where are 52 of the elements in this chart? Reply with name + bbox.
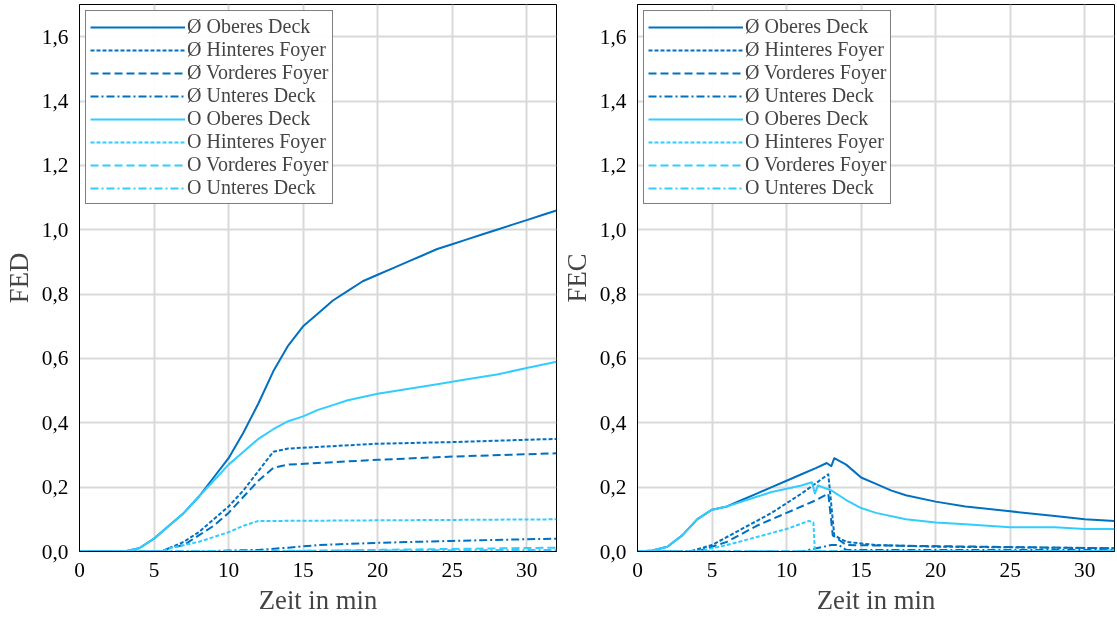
y-axis-title: FED xyxy=(3,252,34,304)
legend-label: O Hinteres Foyer xyxy=(745,130,884,153)
x-tick-label: 25 xyxy=(999,557,1021,582)
x-tick-label: 5 xyxy=(148,557,160,582)
y-tick-label: 1,0 xyxy=(41,217,69,242)
y-tick-label: 1,4 xyxy=(41,89,69,114)
x-tick-label: 0 xyxy=(74,557,85,582)
x-tick-label: 10 xyxy=(217,557,240,582)
legend-label: O Unteres Deck xyxy=(187,176,316,199)
y-tick-label: 0,8 xyxy=(41,282,69,307)
x-tick-label: 25 xyxy=(441,557,463,582)
y-tick-label: 0,0 xyxy=(599,539,627,564)
legend-label: O Vorderes Foyer xyxy=(187,153,329,176)
legend-label: Ø Vorderes Foyer xyxy=(187,61,329,84)
legend-label: O Oberes Deck xyxy=(745,107,869,130)
y-tick-label: 1,2 xyxy=(41,153,69,178)
x-tick-label: 30 xyxy=(516,557,538,582)
x-tick-label: 15 xyxy=(292,557,314,582)
legend-label: Ø Oberes Deck xyxy=(745,15,869,38)
legend-label: Ø Hinteres Foyer xyxy=(187,38,326,61)
legend-label: O Oberes Deck xyxy=(187,107,311,130)
y-tick-label: 1,6 xyxy=(41,24,69,49)
legend-label: Ø Hinteres Foyer xyxy=(745,38,884,61)
y-tick-label: 0,8 xyxy=(599,282,627,307)
x-tick-label: 0 xyxy=(632,557,643,582)
legend-label: Ø Unteres Deck xyxy=(745,84,874,107)
y-tick-label: 1,6 xyxy=(599,24,627,49)
x-axis-title: Zeit in min xyxy=(258,584,378,615)
legend-label: O Vorderes Foyer xyxy=(745,153,887,176)
legend-label: O Hinteres Foyer xyxy=(187,130,326,153)
x-tick-label: 5 xyxy=(706,557,718,582)
legend-label: O Unteres Deck xyxy=(745,176,874,199)
y-tick-label: 0,6 xyxy=(41,346,69,371)
y-axis-title: FEC xyxy=(561,253,592,303)
x-tick-label: 20 xyxy=(924,557,947,582)
x-tick-label: 20 xyxy=(366,557,389,582)
legend-label: Ø Unteres Deck xyxy=(187,84,316,107)
y-tick-label: 1,2 xyxy=(599,153,627,178)
legend-label: Ø Vorderes Foyer xyxy=(745,61,887,84)
legend-label: Ø Oberes Deck xyxy=(187,15,311,38)
y-tick-label: 0,2 xyxy=(41,475,69,500)
y-tick-label: 0,6 xyxy=(599,346,627,371)
y-tick-label: 0,4 xyxy=(41,410,69,435)
y-tick-label: 1,4 xyxy=(599,89,627,114)
y-tick-label: 0,0 xyxy=(41,539,69,564)
x-tick-label: 30 xyxy=(1074,557,1096,582)
x-tick-label: 10 xyxy=(775,557,798,582)
y-tick-label: 1,0 xyxy=(599,217,627,242)
x-axis-title: Zeit in min xyxy=(816,584,936,615)
y-tick-label: 0,4 xyxy=(599,410,627,435)
y-tick-label: 0,2 xyxy=(599,475,627,500)
x-tick-label: 15 xyxy=(850,557,872,582)
